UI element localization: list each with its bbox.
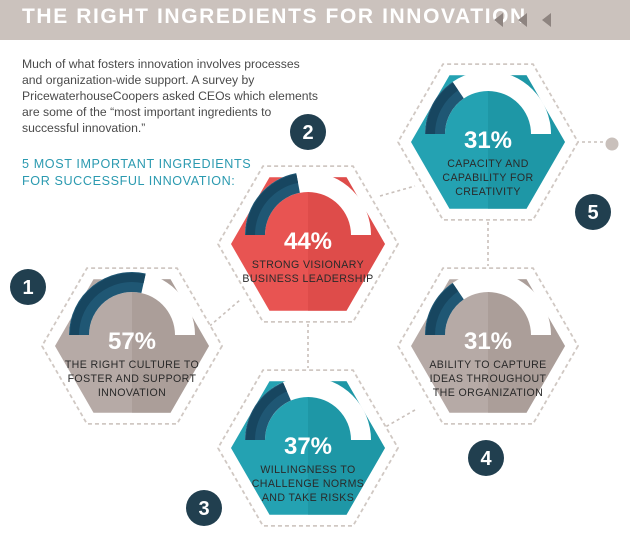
gauge-value-arc	[245, 173, 300, 235]
connector-line	[379, 409, 416, 431]
description-line: WILLINGNESS TO	[260, 464, 355, 476]
left-arrow-icon	[518, 13, 527, 27]
description-line: CAPACITY AND	[447, 158, 529, 170]
gauge-value-band	[426, 82, 459, 134]
gauge-value-band	[70, 273, 146, 335]
description-line: THE RIGHT CULTURE TO	[65, 359, 199, 371]
left-arrow-icon	[542, 13, 551, 27]
gauge-track	[425, 272, 551, 335]
rank-badge-number: 4	[480, 448, 492, 470]
hexagon-shade	[308, 381, 385, 515]
rank-badge-circle	[10, 269, 46, 305]
description-line: INNOVATION	[98, 387, 166, 399]
description-line: CAPABILITY FOR	[442, 172, 533, 184]
chart-subtitle: 5 MOST IMPORTANT INGREDIENTS FOR SUCCESS…	[22, 156, 282, 190]
ingredient-1: 57% THE RIGHT CULTURE TO FOSTER AND SUPPOR…	[40, 267, 224, 425]
intro-text: Much of what fosters innovation involves…	[22, 57, 319, 135]
subtitle-line: 5 MOST IMPORTANT INGREDIENTS	[22, 157, 252, 171]
rank-badge-5: 5	[575, 194, 611, 230]
page-title: THE RIGHT INGREDIENTS FOR INNOVATION	[22, 5, 527, 28]
description-line: ABILITY TO CAPTURE	[429, 359, 546, 371]
hexagon-shade	[488, 75, 565, 209]
ingredient-4: 31% ABILITY TO CAPTURE IDEAS THROUGHOUT THE…	[396, 267, 580, 425]
rank-badge-3: 3	[186, 490, 222, 526]
connector-end-dot	[605, 137, 619, 151]
value-label: 31%	[464, 328, 512, 355]
rank-badge-circle	[290, 114, 326, 150]
intro-paragraph: Much of what fosters innovation involves…	[22, 56, 322, 136]
description-line: FOSTER AND SUPPORT	[68, 373, 197, 385]
description-line: CHALLENGE NORMS	[252, 478, 365, 490]
subtitle-line: FOR SUCCESSFUL INNOVATION:	[22, 174, 236, 188]
value-label: 44%	[284, 228, 332, 255]
hexagon-group: 57% THE RIGHT CULTURE TO FOSTER AND SUPPOR…	[40, 63, 580, 527]
connector-line	[204, 299, 241, 331]
rank-badge-number: 5	[587, 202, 598, 224]
value-label: 37%	[284, 433, 332, 460]
gauge-value-band	[426, 283, 459, 335]
description-line: AND TAKE RISKS	[262, 492, 354, 504]
ingredient-3: 37% WILLINGNESS TO CHALLENGE NORMS AND TAKE…	[216, 369, 400, 527]
value-label: 57%	[108, 328, 156, 355]
rank-badge-2: 2	[290, 114, 326, 150]
value-label: 31%	[464, 127, 512, 154]
title-banner: THE RIGHT INGREDIENTS FOR INNOVATION	[0, 0, 630, 40]
rank-badge-1: 1	[10, 269, 46, 305]
description-line: THE ORGANIZATION	[433, 387, 543, 399]
rank-badge-4: 4	[468, 440, 504, 476]
rank-badge-number: 3	[198, 498, 209, 520]
rank-badge-circle	[186, 490, 222, 526]
ingredient-5: 31% CAPACITY AND CAPABILITY FOR CREATIVITY	[396, 63, 580, 221]
description-line: IDEAS THROUGHOUT	[430, 373, 547, 385]
rank-badges: 1 3 4 5 2	[10, 114, 611, 526]
description-line: CREATIVITY	[455, 186, 521, 198]
connector-line	[379, 185, 416, 197]
left-arrow-icon	[494, 13, 503, 27]
rank-badge-number: 1	[22, 277, 33, 299]
ingredient-2: 44% STRONG VISIONARY BUSINESS LEADERSHIP	[216, 165, 400, 323]
rank-badge-circle	[468, 440, 504, 476]
rank-badge-circle	[575, 194, 611, 230]
connector-lines	[204, 137, 619, 431]
rank-badge-number: 2	[302, 122, 313, 144]
gauge-value-band	[246, 174, 299, 235]
description-line: BUSINESS LEADERSHIP	[242, 273, 373, 285]
gauge-track	[425, 71, 551, 134]
gauge-value-arc	[69, 271, 146, 335]
description-line: STRONG VISIONARY	[252, 259, 364, 271]
gauge-value-band	[246, 383, 287, 440]
